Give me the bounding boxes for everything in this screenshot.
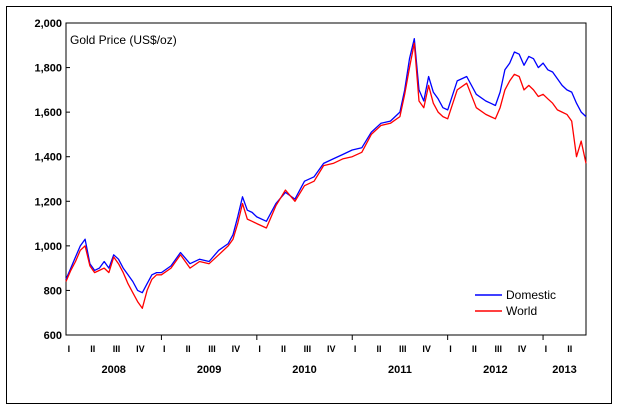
chart-frame	[6, 6, 612, 404]
x-year-label: 2013	[552, 364, 576, 376]
x-quarter-label: I	[545, 344, 548, 354]
y-tick-label: 1,200	[34, 196, 62, 208]
y-tick-label: 800	[44, 285, 62, 297]
x-year-label: 2010	[292, 364, 316, 376]
series-lines	[65, 37, 587, 309]
y-tick-label: 1,600	[34, 107, 62, 119]
chart-title: Gold Price (US$/oz)	[70, 33, 177, 47]
plot-area	[65, 22, 587, 336]
x-quarter-label: II	[281, 344, 286, 354]
y-tick-label: 1,000	[34, 241, 62, 253]
legend: Domestic World	[475, 288, 556, 318]
series-line-world	[65, 42, 587, 309]
x-quarter-label: IV	[518, 344, 527, 354]
x-quarter-label: III	[208, 344, 216, 354]
legend-label-world: World	[506, 304, 537, 318]
x-year-label: 2012	[483, 364, 507, 376]
x-year-label: 2008	[101, 364, 125, 376]
x-quarter-label: IV	[136, 344, 145, 354]
y-tick-label: 2,000	[34, 18, 62, 30]
series-line-domestic	[65, 37, 587, 294]
y-axis: 600 800 1,000 1,200 1,400 1,600 1,800 2,000	[34, 18, 70, 342]
x-quarter-label: IV	[422, 344, 431, 354]
x-quarter-label: III	[304, 344, 312, 354]
x-year-label: 2011	[388, 364, 412, 376]
y-tick-label: 1,800	[34, 63, 62, 75]
x-quarter-label: II	[90, 344, 95, 354]
x-quarter-label: I	[354, 344, 357, 354]
x-year-label: 2009	[197, 364, 221, 376]
x-quarter-label: I	[449, 344, 452, 354]
x-quarter-label: II	[376, 344, 381, 354]
x-quarter-label: III	[399, 344, 407, 354]
x-quarter-label: IV	[232, 344, 241, 354]
x-quarter-label: II	[186, 344, 191, 354]
x-quarter-label: III	[113, 344, 121, 354]
x-quarter-label: III	[494, 344, 502, 354]
x-quarter-label: II	[567, 344, 572, 354]
x-quarter-label: I	[163, 344, 166, 354]
legend-label-domestic: Domestic	[506, 288, 556, 302]
x-quarter-label: I	[258, 344, 261, 354]
y-tick-label: 600	[44, 330, 62, 342]
y-tick-label: 1,400	[34, 152, 62, 164]
x-quarter-label: IV	[327, 344, 336, 354]
x-quarter-label: II	[472, 344, 477, 354]
x-quarter-label: I	[68, 344, 71, 354]
